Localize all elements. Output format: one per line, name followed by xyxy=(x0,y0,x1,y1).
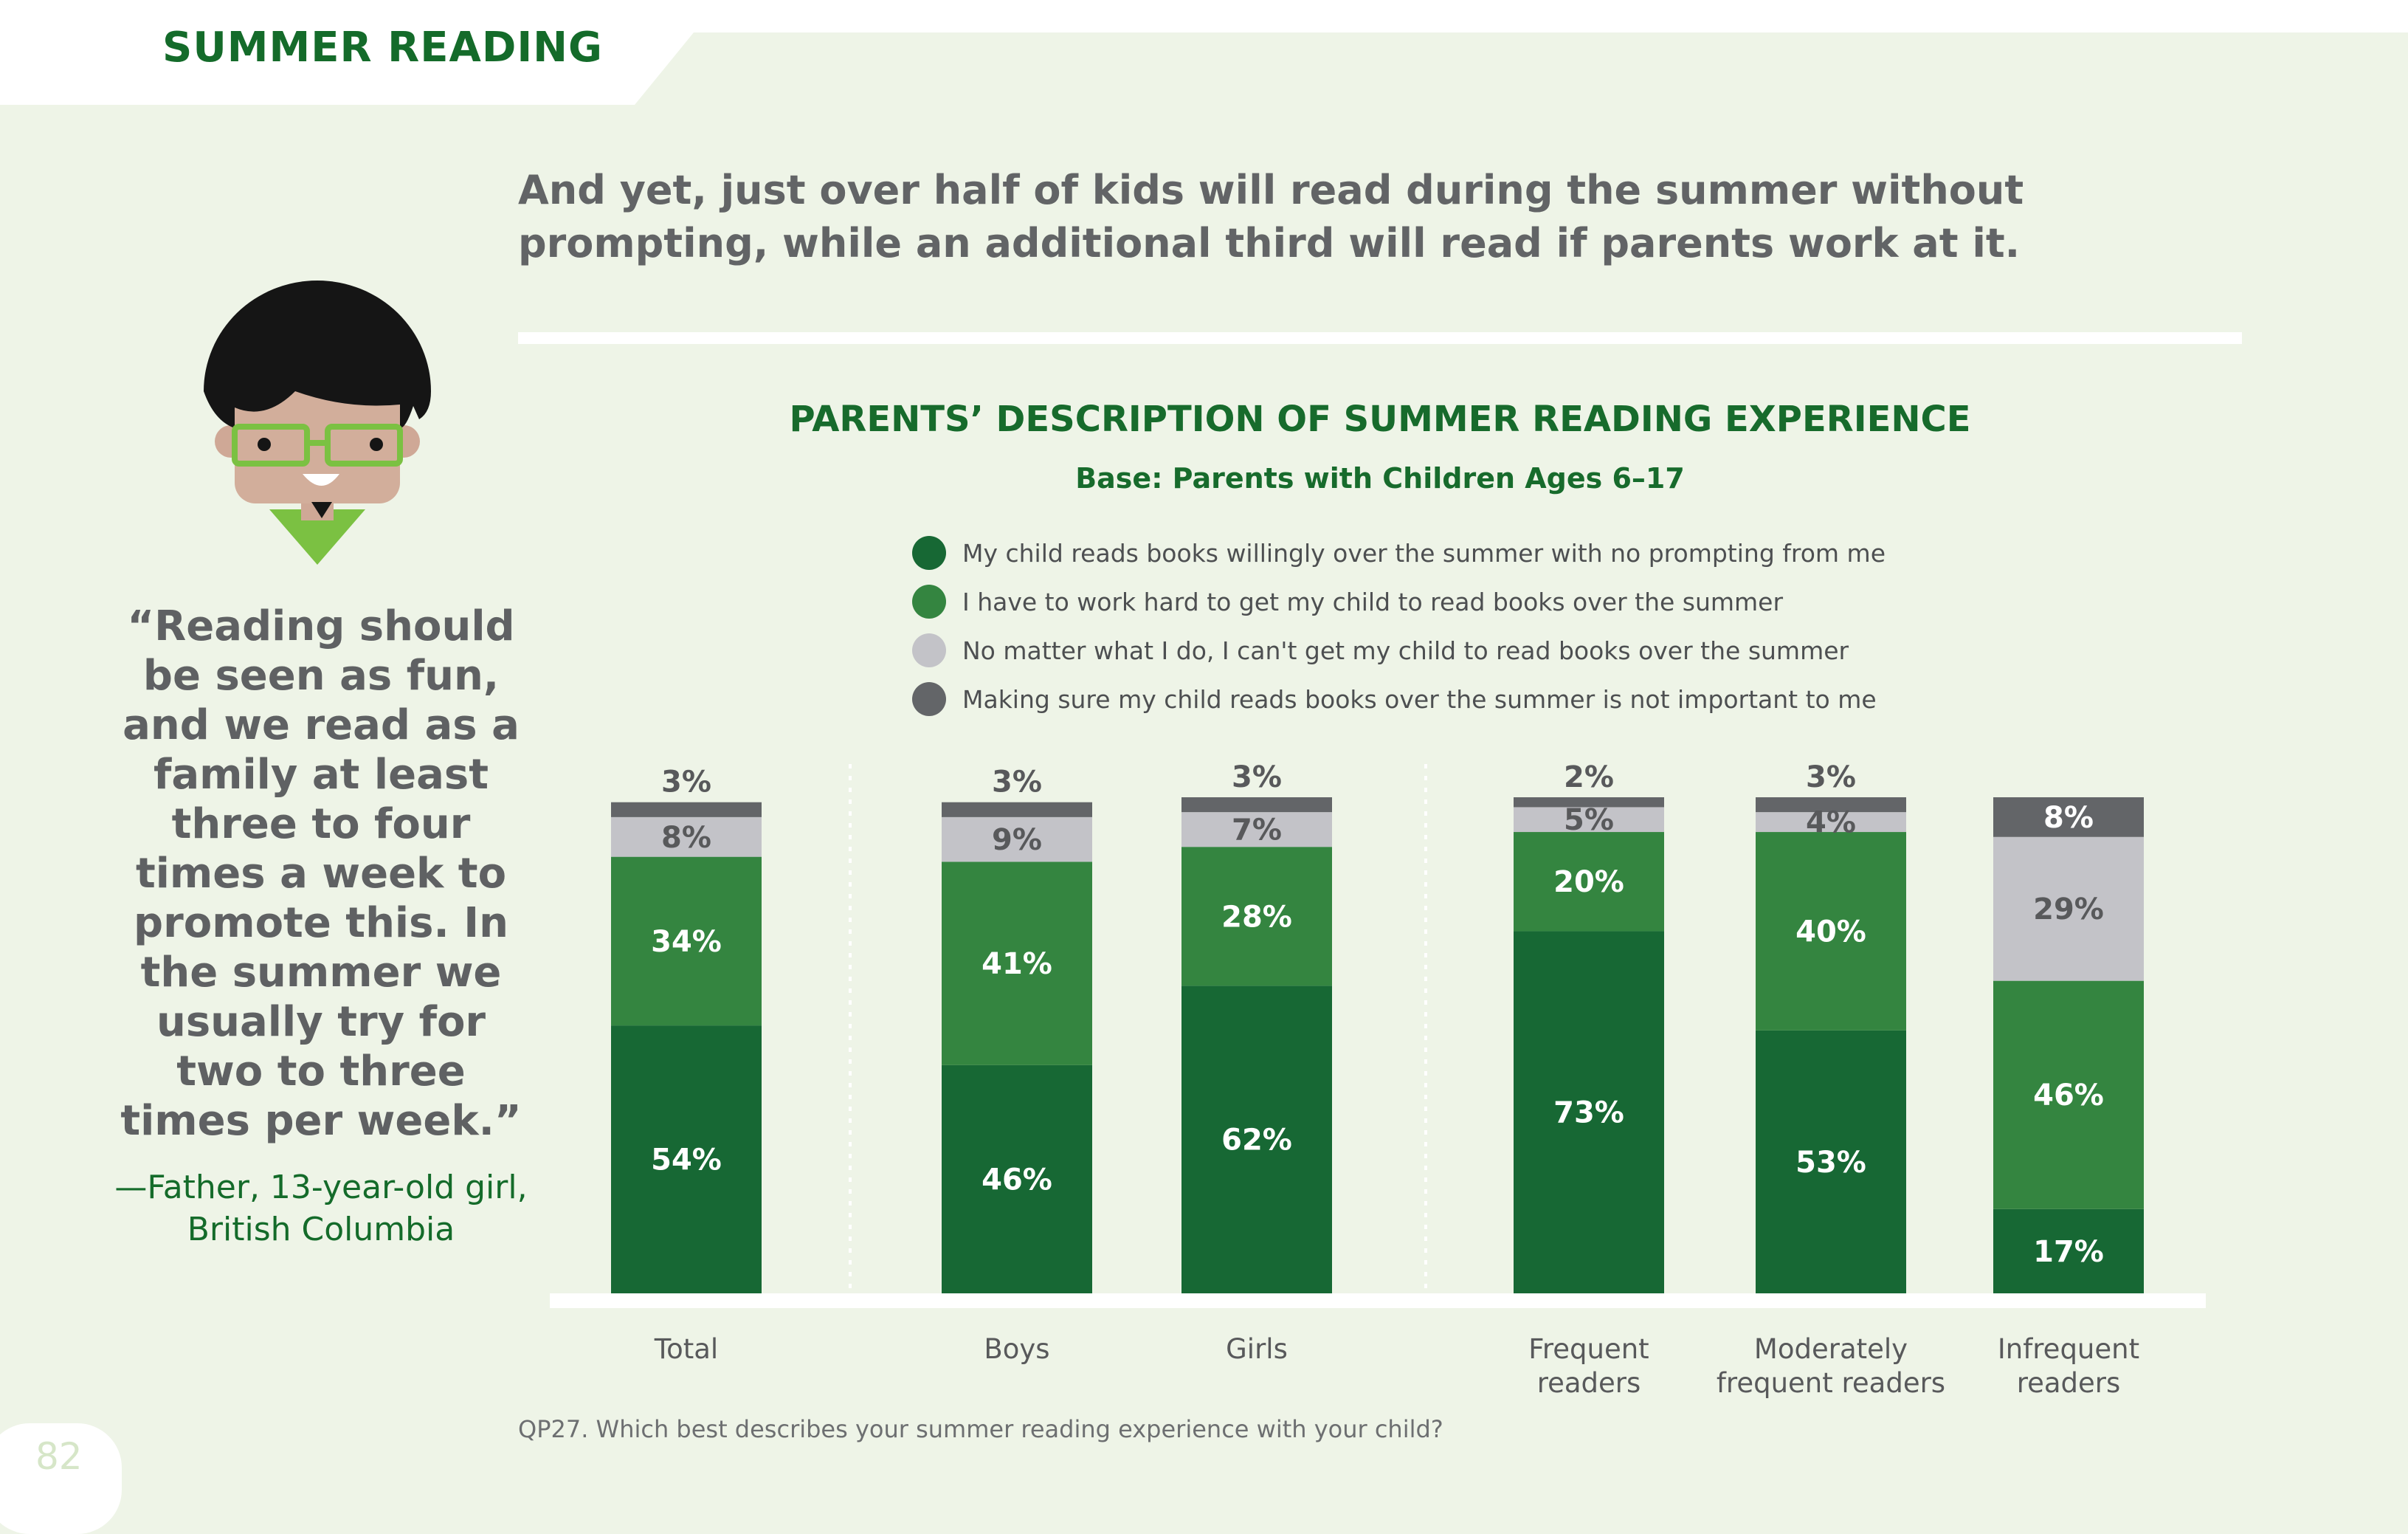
data-label: 54% xyxy=(651,1143,722,1177)
parent-quote: “Reading should be seen as fun, and we r… xyxy=(120,602,522,1145)
bar-segment xyxy=(611,1025,762,1293)
data-label: 73% xyxy=(1553,1096,1624,1130)
bar-segment xyxy=(1514,797,1664,808)
category-label: Frequent xyxy=(1528,1333,1649,1365)
data-label: 28% xyxy=(1221,900,1292,934)
legend-item: No matter what I do, I can't get my chil… xyxy=(912,626,1886,675)
bar-segment xyxy=(611,856,762,1026)
attribution-line: British Columbia xyxy=(187,1211,455,1248)
chart-title: PARENTS’ DESCRIPTION OF SUMMER READING E… xyxy=(789,399,1971,440)
data-label: 41% xyxy=(982,947,1052,981)
category-label: Total xyxy=(654,1333,718,1365)
legend-item: Making sure my child reads books over th… xyxy=(912,675,1886,723)
data-label: 5% xyxy=(1564,803,1614,837)
chart-legend: My child reads books willingly over the … xyxy=(912,529,1886,723)
bar-segment xyxy=(1993,836,2144,981)
bar-segment xyxy=(1756,812,1906,833)
data-label: 4% xyxy=(1806,806,1856,840)
data-label: 40% xyxy=(1795,915,1866,949)
bar-segment xyxy=(1181,847,1332,986)
data-label: 2% xyxy=(1564,760,1614,794)
bar-segment xyxy=(942,1064,1092,1293)
legend-swatch xyxy=(912,633,946,667)
section-title: SUMMER READING xyxy=(162,24,603,72)
category-label: readers xyxy=(2017,1367,2121,1399)
data-label: 3% xyxy=(661,766,711,799)
data-label: 3% xyxy=(1232,760,1282,794)
legend-label: No matter what I do, I can't get my chil… xyxy=(962,636,1849,665)
legend-label: My child reads books willingly over the … xyxy=(962,538,1886,568)
data-label: 9% xyxy=(992,823,1042,857)
data-label: 17% xyxy=(2033,1235,2104,1269)
category-label: Boys xyxy=(984,1333,1049,1365)
data-label: 34% xyxy=(651,925,722,959)
bar-segment xyxy=(942,802,1092,817)
bar-segment xyxy=(1993,1208,2144,1293)
bar-segment xyxy=(1181,986,1332,1293)
bar-segment xyxy=(942,861,1092,1065)
footnote: QP27. Which best describes your summer r… xyxy=(518,1415,1443,1443)
bar-segment xyxy=(1756,1030,1906,1293)
bar-segment xyxy=(1756,832,1906,1031)
bar-segment xyxy=(1993,980,2144,1209)
legend-item: I have to work hard to get my child to r… xyxy=(912,577,1886,626)
category-label: Infrequent xyxy=(1998,1333,2139,1365)
data-label: 8% xyxy=(2043,801,2094,835)
bar-segment xyxy=(1514,807,1664,833)
bar-segment xyxy=(1181,812,1332,847)
category-label: readers xyxy=(1537,1367,1641,1399)
data-label: 8% xyxy=(661,821,711,855)
bar-segment xyxy=(1993,797,2144,837)
chart-baseline xyxy=(550,1293,2206,1308)
chart-subtitle: Base: Parents with Children Ages 6–17 xyxy=(1075,462,1685,495)
category-label: Girls xyxy=(1226,1333,1288,1365)
child-avatar-illustration xyxy=(204,281,431,565)
data-label: 3% xyxy=(1806,760,1856,794)
legend-label: I have to work hard to get my child to r… xyxy=(962,587,1784,616)
bar-segment xyxy=(942,816,1092,862)
data-label: 62% xyxy=(1221,1124,1292,1158)
data-label: 53% xyxy=(1795,1146,1866,1180)
quote-attribution: —Father, 13-year-old girl, British Colum… xyxy=(111,1166,531,1251)
data-label: 20% xyxy=(1553,865,1624,899)
legend-swatch xyxy=(912,536,946,570)
page-number: 82 xyxy=(35,1435,83,1478)
legend-swatch xyxy=(912,585,946,619)
category-label: Moderately xyxy=(1754,1333,1908,1365)
bar-segment xyxy=(1181,797,1332,813)
legend-swatch xyxy=(912,682,946,716)
bar-segment xyxy=(611,802,762,817)
headline: And yet, just over half of kids will rea… xyxy=(518,167,2024,266)
divider-rule xyxy=(518,332,2242,344)
bar-segment xyxy=(1514,931,1664,1293)
legend-item: My child reads books willingly over the … xyxy=(912,529,1886,577)
data-label: 46% xyxy=(982,1163,1052,1197)
data-label: 29% xyxy=(2033,892,2104,926)
bar-segment xyxy=(611,816,762,857)
data-label: 7% xyxy=(1232,814,1282,847)
data-label: 46% xyxy=(2033,1079,2104,1112)
data-label: 3% xyxy=(992,766,1042,799)
category-label: frequent readers xyxy=(1717,1367,1945,1399)
attribution-line: —Father, 13-year-old girl, xyxy=(114,1169,528,1206)
bar-segment xyxy=(1756,797,1906,813)
legend-label: Making sure my child reads books over th… xyxy=(962,684,1877,714)
bar-segment xyxy=(1514,832,1664,932)
